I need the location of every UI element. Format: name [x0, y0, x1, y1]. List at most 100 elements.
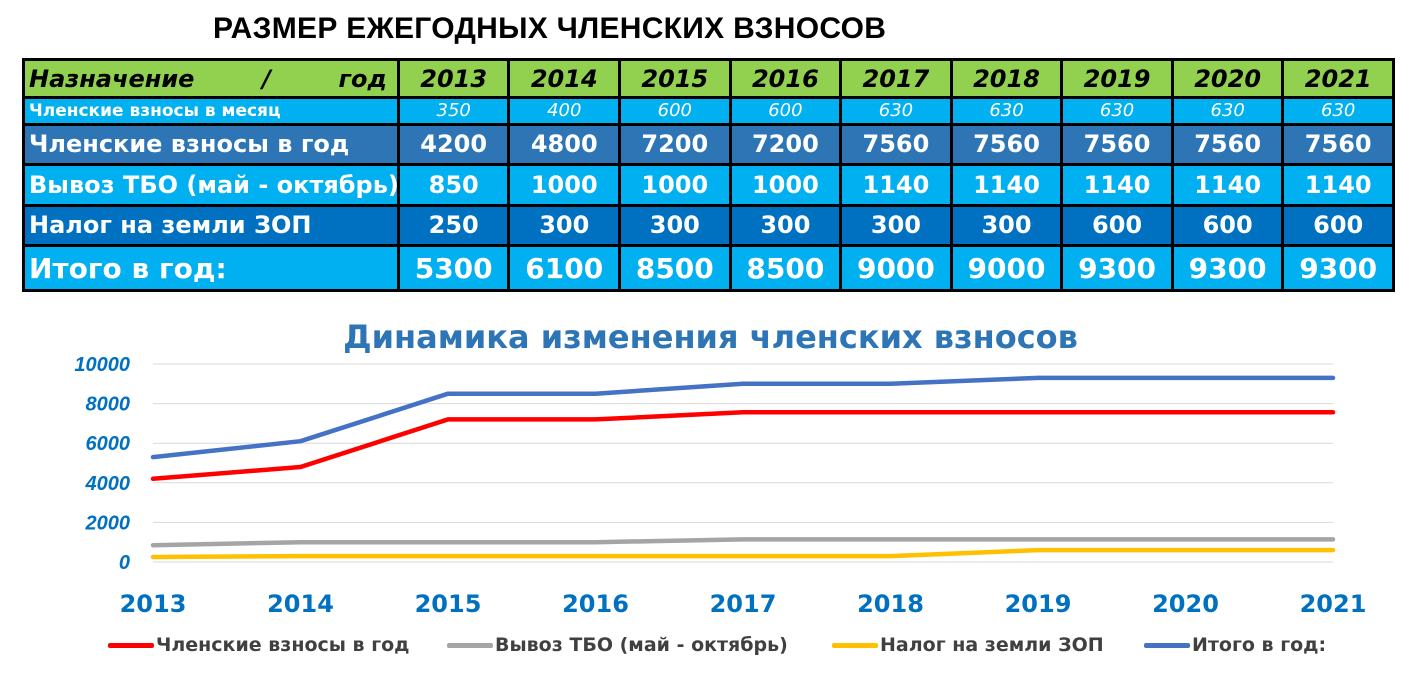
x-tick-label: 2016 — [562, 590, 629, 618]
table-cell: 1000 — [728, 163, 843, 207]
legend-label: Вывоз ТБО (май - октябрь) — [495, 634, 788, 656]
table-cell: 7560 — [949, 122, 1064, 167]
header-year: 2017 — [839, 57, 953, 100]
table-cell: 250 — [396, 203, 511, 248]
y-axis-ticks: 0 2000 4000 6000 8000 10000 — [74, 354, 130, 574]
series-line-1 — [150, 410, 1336, 482]
x-tick-label: 2017 — [710, 590, 777, 618]
x-axis-ticks: 2013 2014 2015 2016 2017 2018 2019 2020 2021 — [120, 590, 1367, 618]
table-cell: 9300 — [1281, 244, 1395, 292]
table-cell: 4200 — [396, 122, 511, 167]
legend-swatch — [447, 642, 493, 648]
fee-table: Назначение / год 2013 2014 2015 2016 201… — [22, 57, 1395, 292]
header-year: 2019 — [1060, 57, 1174, 100]
table-cell: 4800 — [507, 122, 622, 167]
table-cell: 1000 — [507, 163, 622, 207]
row-label: Членские взносы в месяц — [22, 96, 400, 126]
row-label: Итого в год: — [22, 244, 400, 292]
header-year: 2016 — [728, 57, 843, 100]
table-cell: 7200 — [728, 122, 843, 167]
table-cell: 5300 — [396, 244, 511, 292]
table-cell: 300 — [839, 203, 953, 248]
y-tick-label: 4000 — [85, 473, 131, 495]
legend-item: Вывоз ТБО (май - октябрь) — [447, 628, 788, 662]
y-tick-label: 2000 — [85, 512, 131, 534]
table-cell: 8500 — [618, 244, 732, 292]
header-label-right: год — [338, 64, 387, 93]
header-year: 2021 — [1281, 57, 1395, 100]
series-line-2 — [150, 537, 1336, 548]
table-row-total: Итого в год: 5300 6100 8500 8500 9000 90… — [22, 244, 1395, 292]
table-cell: 350 — [396, 96, 511, 126]
table-cell: 7200 — [618, 122, 732, 167]
x-tick-label: 2021 — [1300, 590, 1367, 618]
y-tick-label: 0 — [119, 552, 130, 574]
table-cell: 630 — [1170, 96, 1285, 126]
table-cell: 1140 — [1060, 163, 1174, 207]
x-tick-label: 2019 — [1005, 590, 1072, 618]
table-cell: 1140 — [949, 163, 1064, 207]
table-cell: 630 — [1060, 96, 1174, 126]
table-cell: 400 — [507, 96, 622, 126]
table-cell: 300 — [618, 203, 732, 248]
table-row-yearly: Членские взносы в год 4200 4800 7200 720… — [22, 122, 1395, 167]
x-tick-label: 2013 — [120, 590, 187, 618]
table-cell: 300 — [949, 203, 1064, 248]
table-cell: 630 — [839, 96, 953, 126]
series-line-3 — [150, 547, 1336, 560]
table-cell: 1140 — [839, 163, 953, 207]
header-label-left: Назначение — [29, 64, 195, 93]
table-cell: 600 — [1060, 203, 1174, 248]
row-label: Членские взносы в год — [22, 122, 400, 167]
x-tick-label: 2015 — [415, 590, 482, 618]
table-cell: 6100 — [507, 244, 622, 292]
series-line-4 — [150, 375, 1336, 460]
legend-item: Итого в год: — [1144, 628, 1326, 662]
legend-label: Итого в год: — [1192, 634, 1327, 656]
header-year: 2018 — [949, 57, 1064, 100]
legend-item: Налог на земли ЗОП — [832, 628, 1104, 662]
legend-label: Налог на земли ЗОП — [880, 634, 1104, 656]
chart-legend: Членские взносы в год Вывоз ТБО (май - ок… — [0, 628, 1421, 662]
row-label: Вывоз ТБО (май - октябрь) — [22, 163, 400, 207]
table-cell: 9300 — [1170, 244, 1285, 292]
table-cell: 1140 — [1170, 163, 1285, 207]
legend-swatch — [108, 642, 154, 648]
table-cell: 630 — [1281, 96, 1395, 126]
table-row-monthly: Членские взносы в месяц 350 400 600 600 … — [22, 96, 1395, 126]
table-cell: 850 — [396, 163, 511, 207]
table-header-row: Назначение / год 2013 2014 2015 2016 201… — [22, 57, 1395, 100]
table-cell: 9000 — [839, 244, 953, 292]
header-label-cell: Назначение / год — [22, 57, 400, 100]
table-cell: 300 — [728, 203, 843, 248]
row-label: Налог на земли ЗОП — [22, 203, 400, 248]
table-row-waste: Вывоз ТБО (май - октябрь) 850 1000 1000 … — [22, 163, 1395, 207]
header-year: 2015 — [618, 57, 732, 100]
x-tick-label: 2018 — [857, 590, 924, 618]
table-cell: 7560 — [1060, 122, 1174, 167]
table-cell: 8500 — [728, 244, 843, 292]
x-tick-label: 2014 — [267, 590, 334, 618]
table-cell: 600 — [1281, 203, 1395, 248]
legend-swatch — [1144, 642, 1190, 648]
table-row-land-tax: Налог на земли ЗОП 250 300 300 300 300 3… — [22, 203, 1395, 248]
table-cell: 600 — [728, 96, 843, 126]
table-cell: 7560 — [1281, 122, 1395, 167]
legend-item: Членские взносы в год — [108, 628, 410, 662]
table-cell: 300 — [507, 203, 622, 248]
table-cell: 630 — [949, 96, 1064, 126]
y-tick-label: 8000 — [86, 394, 131, 416]
header-year: 2020 — [1170, 57, 1285, 100]
table-cell: 7560 — [839, 122, 953, 167]
header-year: 2014 — [507, 57, 622, 100]
chart-gridlines — [153, 363, 1333, 563]
table-cell: 600 — [1170, 203, 1285, 248]
table-cell: 9300 — [1060, 244, 1174, 292]
legend-swatch — [832, 642, 878, 648]
x-tick-label: 2020 — [1152, 590, 1219, 618]
y-tick-label: 10000 — [74, 354, 130, 376]
header-year: 2013 — [396, 57, 511, 100]
chart-title: Динамика изменения членских взносов — [343, 318, 1078, 356]
table-cell: 9000 — [949, 244, 1064, 292]
